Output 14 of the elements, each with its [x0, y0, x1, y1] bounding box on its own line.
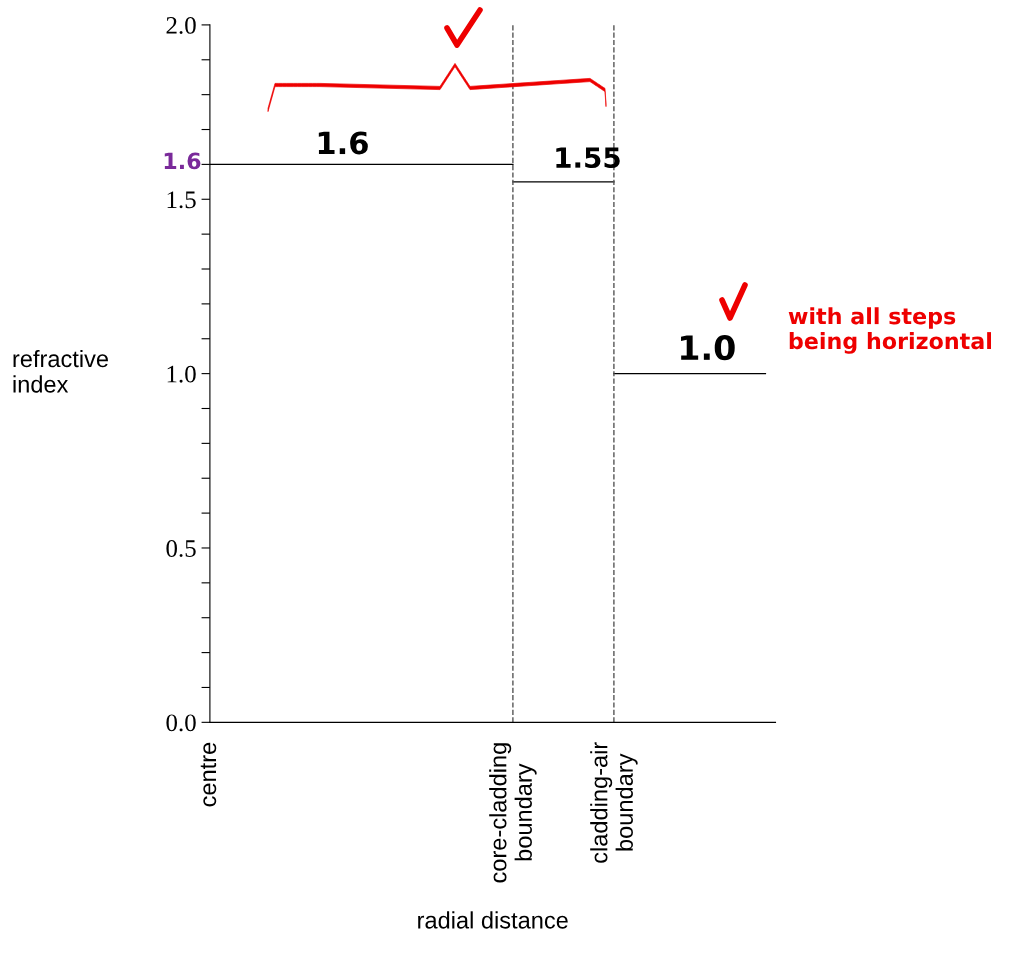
annotation: 1.0 — [681, 335, 735, 361]
x-tick-label: centre — [200, 742, 217, 807]
annotation: 1.6 — [318, 131, 368, 155]
y-tick-label: 2.0 — [166, 16, 196, 34]
y-axis-title: refractive index — [13, 349, 108, 393]
annotation: 1.55 — [556, 147, 620, 169]
text: 1.6 — [164, 152, 201, 170]
x-axis-title: radial distance — [418, 911, 568, 929]
y-tick-label: 0.0 — [166, 714, 196, 732]
y-tick-label: 1.5 — [167, 191, 196, 209]
y-tick-label: 0.5 — [166, 540, 196, 558]
y-tick-label: 1.0 — [167, 365, 196, 383]
x-tick-label: core-cladding boundary — [489, 743, 537, 883]
text: with all steps being horizontal — [788, 307, 992, 354]
